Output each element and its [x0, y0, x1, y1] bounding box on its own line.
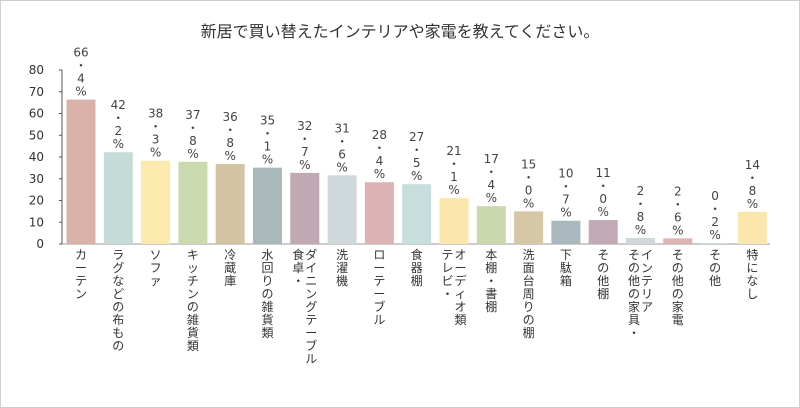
value-label: 36 ・ 8%	[223, 110, 238, 163]
category-label: 冷蔵庫	[224, 248, 236, 288]
bar	[141, 160, 171, 244]
y-tick-label: 50	[29, 128, 44, 142]
category-label: カーテン	[75, 248, 87, 301]
value-label: 32 ・ 7%	[297, 119, 312, 172]
bar	[700, 243, 730, 244]
value-label: 17 ・ 4%	[484, 152, 499, 205]
category-label: 洗面台周りの棚	[523, 248, 535, 340]
y-tick-label: 80	[29, 63, 44, 77]
bar	[439, 198, 469, 244]
value-label: 38 ・ 3%	[148, 107, 163, 160]
bar	[215, 163, 245, 244]
value-label: 14 ・ 8%	[745, 158, 760, 211]
bar	[327, 175, 357, 244]
bar	[290, 172, 320, 244]
bar	[364, 182, 394, 244]
category-label: 特になし	[746, 247, 758, 301]
category-label: その他の家具・インテリア	[628, 248, 653, 340]
y-tick-label: 30	[29, 172, 44, 186]
value-label: 2 ・ 6%	[672, 184, 684, 237]
bar	[178, 161, 208, 244]
bar	[402, 184, 432, 244]
value-label: 66 ・ 4%	[73, 46, 88, 99]
y-tick-label: 70	[29, 85, 44, 99]
value-label: 31 ・ 6%	[334, 121, 349, 174]
value-label: 35 ・ 1%	[260, 114, 275, 167]
bar	[514, 211, 544, 244]
category-label: ソファ	[150, 248, 162, 288]
bar	[626, 237, 655, 244]
y-tick-label: 60	[29, 107, 44, 121]
value-label: 2 ・ 8%	[634, 184, 646, 237]
value-label: 0 ・ 2%	[709, 189, 721, 242]
value-labels: 66 ・ 4 % 42 ・ 2 % 38 ・ 3 % 37 ・ 8 % 36 ・ 8 % 35 ・ 1 % 32 ・ 7 % 31 ・ 6%…	[73, 46, 760, 242]
category-label: 水回りの雑貨類	[261, 248, 273, 340]
bar	[476, 206, 506, 244]
category-label: 食器棚	[411, 247, 423, 288]
category-label: キッチンの雑貨類	[187, 248, 199, 353]
category-label: ローテーブル	[373, 248, 385, 327]
bars	[66, 99, 767, 244]
y-tick-label: 10	[29, 215, 44, 229]
category-label: 本棚・書棚	[485, 248, 497, 314]
value-label: 10 ・ 7%	[558, 167, 573, 220]
value-label: 37 ・ 8%	[185, 108, 200, 161]
category-label: その他の家電	[672, 248, 684, 327]
bar	[663, 238, 693, 244]
category-label: ラグなどの布もの	[112, 248, 124, 353]
bar	[737, 211, 767, 244]
bar	[551, 220, 581, 244]
bar	[66, 99, 96, 244]
value-label: 27 ・ 5%	[409, 130, 424, 183]
category-label: 下駄箱	[560, 248, 572, 288]
category-label: その他棚	[597, 248, 609, 301]
y-axis: 0 10 20 30 40 50 60 70 80	[29, 63, 770, 251]
chart-title: 新居で買い替えたインテリアや家電を教えてください。	[200, 22, 600, 41]
value-label: 15 ・ 0%	[521, 157, 536, 210]
category-label: 食卓・ダイニングテーブル	[292, 247, 317, 366]
y-tick-label: 20	[29, 194, 44, 208]
bar	[588, 220, 618, 244]
value-label: 21 ・ 1%	[446, 144, 461, 197]
y-tick-label: 0	[36, 237, 44, 251]
category-label: その他	[709, 248, 721, 288]
category-label: 洗濯機	[336, 248, 348, 288]
category-label: テレビ・オーディオ類	[441, 248, 466, 327]
bar	[253, 167, 282, 244]
value-label: 28 ・ 4%	[372, 128, 387, 181]
category-labels: カーテン ラグなどの布もの ソファ キッチンの雑貨類 冷蔵庫 水回りの雑貨類 食卓・ダイニン…	[75, 247, 758, 366]
value-label: 42 ・ 2%	[111, 98, 126, 151]
value-label: 11 ・ 0%	[596, 166, 611, 219]
y-tick-label: 40	[29, 150, 44, 164]
bar	[103, 152, 133, 244]
